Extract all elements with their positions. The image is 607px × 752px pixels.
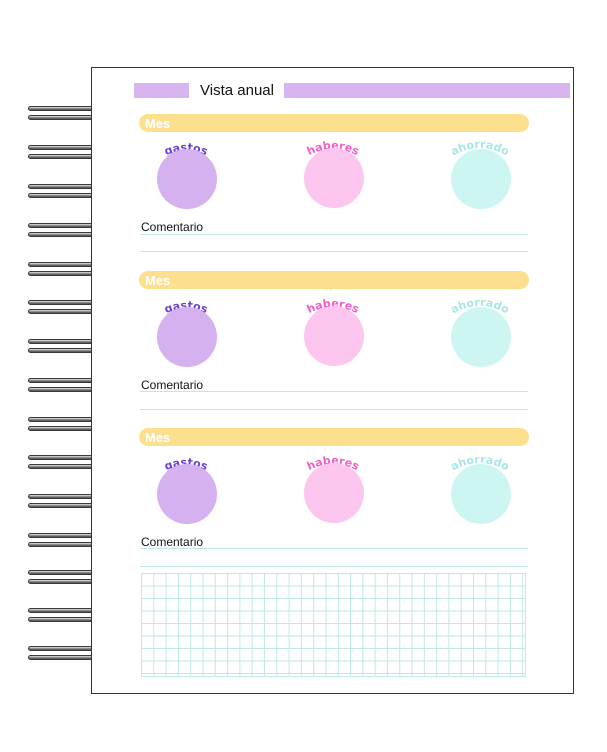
comment-label: Comentario	[141, 220, 204, 234]
gastos-circle	[157, 307, 217, 367]
comment-label: Comentario	[141, 378, 204, 392]
ahorrado-circle	[451, 149, 511, 209]
comment-label: Comentario	[141, 535, 204, 549]
comment-line	[140, 548, 528, 549]
month-bar: Mes	[139, 271, 529, 289]
month-bar: Mes	[139, 428, 529, 446]
comment-line	[140, 234, 528, 235]
haberes-circle	[304, 148, 364, 208]
ahorrado-circle	[451, 307, 511, 367]
haberes-circle	[304, 463, 364, 523]
month-label: Mes	[145, 430, 171, 445]
haberes-circle	[304, 306, 364, 366]
grid-notes-area	[141, 573, 526, 677]
month-bar: Mes	[139, 114, 529, 132]
ahorrado-circle	[451, 464, 511, 524]
comment-line	[140, 409, 528, 410]
gastos-circle	[157, 149, 217, 209]
month-label: Mes	[145, 273, 171, 288]
title-bar-left	[134, 83, 189, 98]
page-title: Vista anual	[200, 82, 274, 99]
month-label: Mes	[145, 116, 171, 131]
comment-line	[140, 566, 528, 567]
gastos-circle	[157, 464, 217, 524]
title-bar-right	[284, 83, 570, 98]
comment-line	[140, 391, 528, 392]
comment-line	[140, 251, 528, 252]
